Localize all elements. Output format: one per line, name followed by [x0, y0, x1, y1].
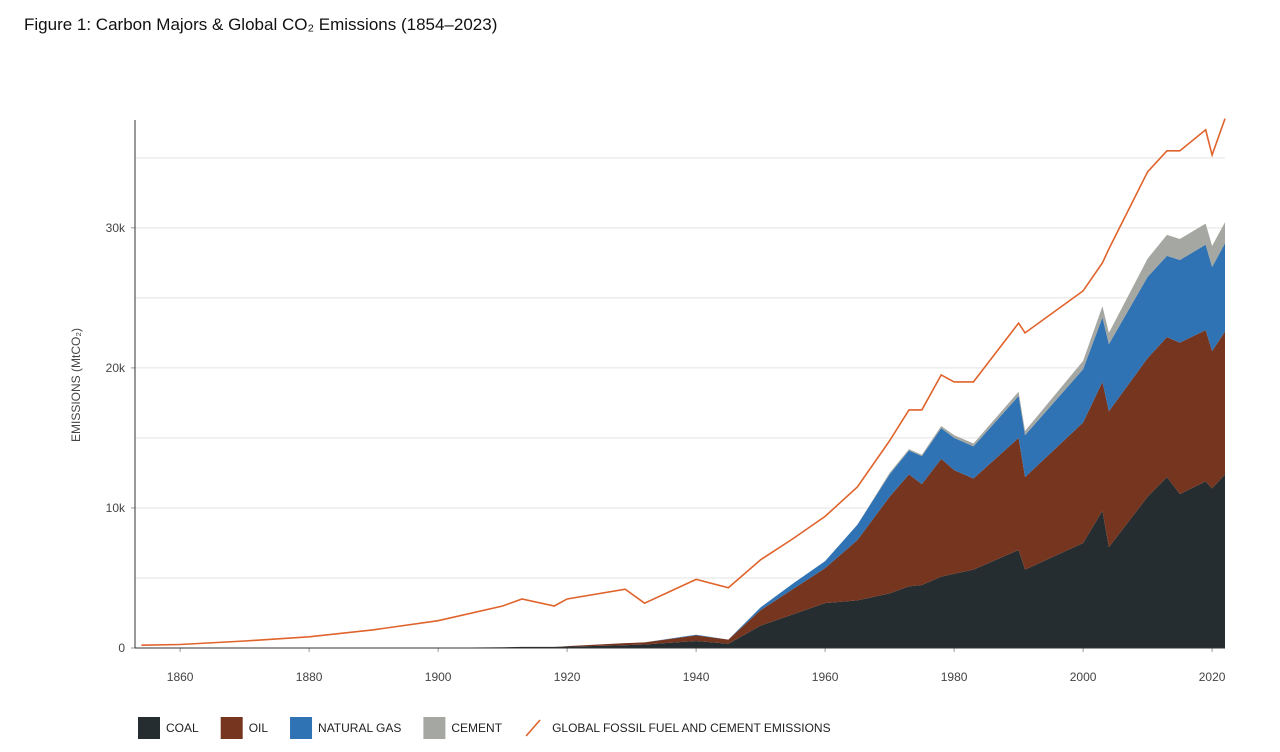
x-tick-label: 1900 — [425, 670, 452, 684]
legend-swatch — [290, 717, 313, 739]
y-tick-label: 20k — [106, 361, 126, 375]
y-tick-label: 30k — [106, 221, 126, 235]
chart-title: Figure 1: Carbon Majors & Global CO₂ Emi… — [24, 15, 497, 34]
legend-swatch — [138, 717, 160, 739]
x-tick-label: 1880 — [296, 670, 323, 684]
x-tick-label: 1980 — [941, 670, 968, 684]
y-axis-label: EMISSIONS (MtCO₂) — [69, 328, 83, 442]
y-tick-label: 10k — [106, 501, 126, 515]
line — [141, 118, 1226, 646]
legend-label: GLOBAL FOSSIL FUEL AND CEMENT EMISSIONS — [552, 721, 831, 735]
legend-label: OIL — [249, 721, 269, 735]
legend-label: CEMENT — [451, 721, 502, 735]
x-tick-label: 1920 — [554, 670, 581, 684]
y-tick-label: 0 — [118, 641, 125, 655]
x-tick-label: 1860 — [167, 670, 194, 684]
x-tick-label: 1960 — [812, 670, 839, 684]
area — [141, 330, 1225, 648]
legend-label: NATURAL GAS — [318, 721, 401, 735]
legend-swatch — [525, 719, 541, 737]
legend-swatch — [220, 717, 243, 739]
area — [141, 243, 1225, 648]
area — [141, 474, 1225, 648]
x-tick-label: 2020 — [1199, 670, 1226, 684]
x-tick-label: 2000 — [1070, 670, 1097, 684]
x-tick-label: 1940 — [683, 670, 710, 684]
legend-swatch — [423, 717, 446, 739]
legend-label: COAL — [166, 721, 199, 735]
